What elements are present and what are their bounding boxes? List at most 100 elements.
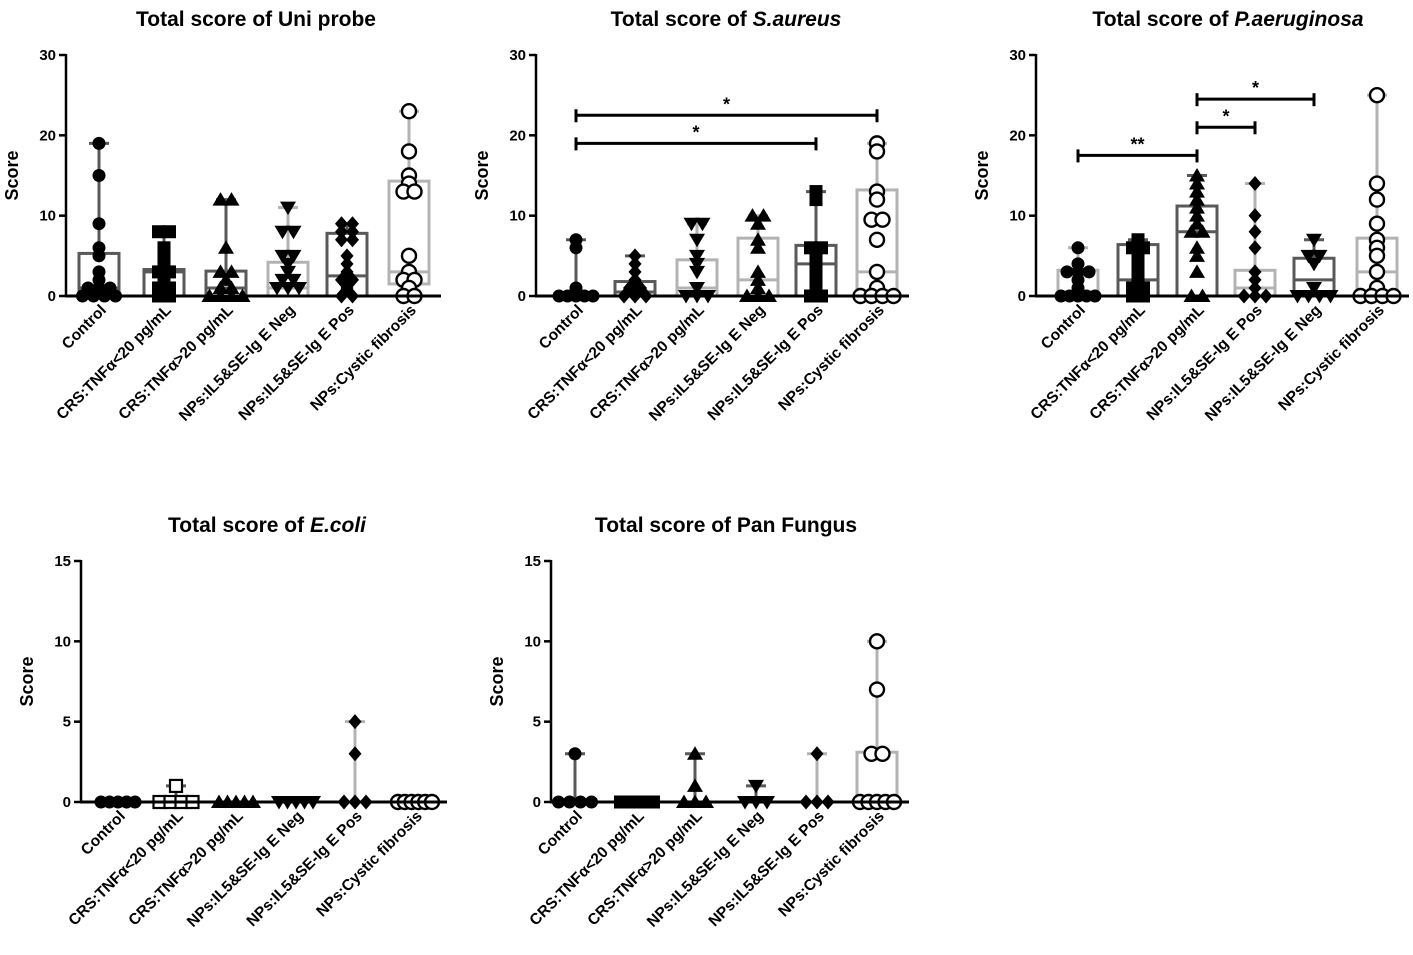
chart-title-text: Total score of Pan Fungus <box>595 514 857 537</box>
significance-bracket: * <box>1195 78 1316 107</box>
data-point <box>1311 249 1328 264</box>
data-point <box>218 272 234 286</box>
y-tick-label: 10 <box>39 208 56 225</box>
chart-panel-2: Total score of S.aureus Score 0 10 20 30 Contr… <box>472 8 909 425</box>
data-point <box>868 231 886 248</box>
data-point <box>346 224 359 240</box>
significance-bracket: * <box>1195 106 1257 135</box>
data-point <box>348 714 362 730</box>
x-category-label: NPs:Cystic fibrosis <box>775 808 888 921</box>
y-tick-label: 0 <box>518 288 526 305</box>
chart-title-organism: E.coli <box>310 514 367 537</box>
data-point <box>750 240 766 254</box>
data-point <box>689 265 705 280</box>
series-group-4 <box>1233 176 1277 304</box>
series-group-4 <box>737 779 775 810</box>
data-point <box>689 249 705 264</box>
data-point <box>168 778 184 794</box>
data-point <box>1183 224 1200 238</box>
data-point <box>335 216 348 232</box>
series-group-3 <box>1175 168 1219 302</box>
data-point <box>868 263 886 281</box>
chart-panel-4: Total score of E.coli Score 0 5 10 15 ControlC… <box>17 514 447 931</box>
data-point <box>1189 264 1205 278</box>
data-point <box>223 280 240 294</box>
series-group-4 <box>736 208 780 302</box>
data-point <box>280 201 296 216</box>
data-point <box>212 264 229 278</box>
x-category-label: Control <box>59 302 110 353</box>
y-axis-label: Score <box>487 656 507 706</box>
data-point <box>92 136 106 150</box>
chart-title-text: Total score of <box>168 514 310 537</box>
series-group-6 <box>1352 86 1402 305</box>
data-point <box>809 193 823 207</box>
chart-panel-3: Total score of P.aeruginosa Score 0 10 20 30 C… <box>972 8 1409 425</box>
data-point <box>163 225 176 239</box>
series-group-4 <box>266 201 310 298</box>
chart-title-suffix: Uni probe <box>278 8 376 31</box>
series-group-5 <box>337 714 373 810</box>
data-point <box>1189 248 1205 262</box>
data-point <box>810 746 824 762</box>
data-point <box>92 169 106 182</box>
data-point <box>212 192 229 206</box>
x-category-label: NPs:IL5&SE-Ig E Pos <box>1144 302 1266 424</box>
y-axis-label: Score <box>17 656 37 706</box>
data-point <box>744 208 761 222</box>
chart-title: Total score of S.aureus <box>611 8 842 31</box>
y-tick-label: 10 <box>54 633 71 650</box>
data-point <box>1368 263 1386 281</box>
chart-title-text: Total score of <box>1092 8 1234 31</box>
x-category-label: NPs:IL5&SE-Ig E Pos <box>706 808 828 930</box>
x-category-label: CRS:TNFα>20 pg/mL <box>586 302 707 423</box>
y-axis-label: Score <box>472 150 492 200</box>
data-point <box>1060 265 1074 279</box>
chart-title: Total score of Uni probe <box>136 8 376 31</box>
data-point <box>1189 184 1205 198</box>
data-point <box>340 256 354 272</box>
y-tick-label: 10 <box>524 633 541 650</box>
data-point <box>280 265 296 280</box>
series-group-1 <box>552 233 600 303</box>
data-point <box>750 272 766 286</box>
x-category-label: CRS:TNFα<20 pg/mL <box>53 302 174 423</box>
y-tick-label: 0 <box>48 288 56 305</box>
data-point <box>748 779 764 794</box>
data-point <box>1306 233 1322 248</box>
data-point <box>1248 272 1262 288</box>
data-point <box>280 281 296 296</box>
x-category-label: NPs:Cystic fibrosis <box>307 302 420 415</box>
data-point <box>628 264 642 280</box>
data-point <box>1248 240 1262 256</box>
x-category-label: Control <box>1038 302 1089 353</box>
x-category-label: NPs:IL5&SE-Ig E Neg <box>176 302 299 425</box>
y-tick-label: 10 <box>509 208 526 225</box>
series-group-3 <box>675 217 719 304</box>
series-group-3 <box>201 192 251 302</box>
significance-label: * <box>1252 78 1259 98</box>
data-point <box>400 143 418 160</box>
data-point <box>291 281 307 296</box>
y-axis-label: Score <box>2 150 22 200</box>
significance-label: ** <box>1130 134 1144 154</box>
data-point <box>874 745 891 762</box>
series-group-2 <box>152 778 200 810</box>
significance-bracket: ** <box>1076 134 1199 163</box>
data-point <box>212 280 229 294</box>
data-point <box>269 281 285 296</box>
data-point <box>689 281 705 296</box>
data-point <box>1189 240 1205 254</box>
data-point <box>868 681 886 698</box>
significance-bracket: * <box>574 94 879 123</box>
data-point <box>755 208 772 222</box>
data-point <box>274 249 291 264</box>
y-tick-label: 0 <box>63 794 71 811</box>
series-group-1 <box>552 747 598 809</box>
data-point <box>1368 215 1386 232</box>
data-point <box>348 746 362 762</box>
series-group-5 <box>325 216 369 304</box>
data-point <box>1306 281 1322 296</box>
significance-label: * <box>692 122 699 142</box>
data-point <box>1368 247 1386 265</box>
